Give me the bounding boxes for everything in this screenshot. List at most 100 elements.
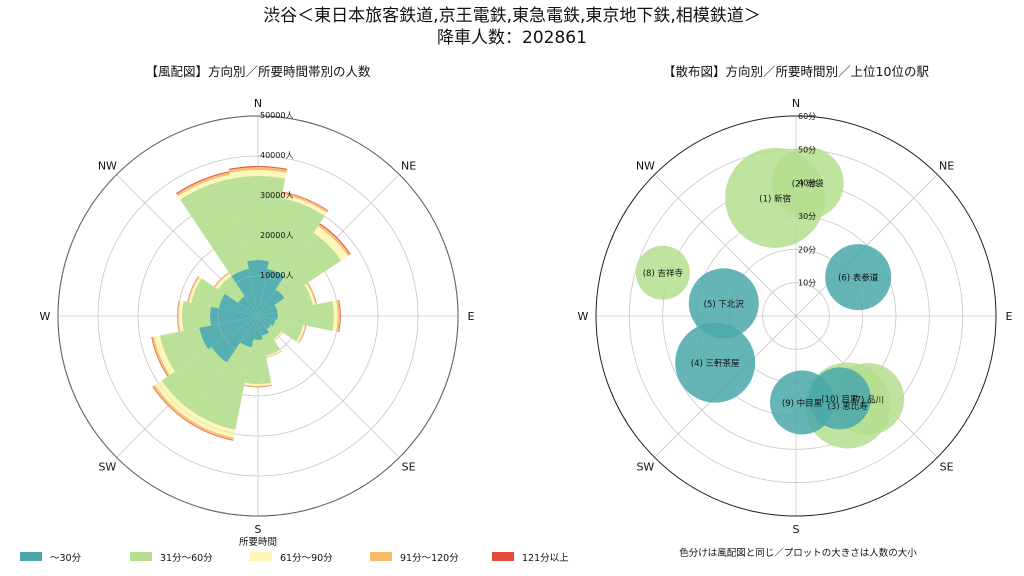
windrose-bar-segment xyxy=(272,319,304,342)
legend-label: 91分～120分 xyxy=(400,553,459,564)
direction-label: SE xyxy=(402,461,416,474)
windrose-bar-segment xyxy=(228,167,288,173)
scatter-bubble xyxy=(825,244,892,311)
windrose-bar-segment xyxy=(188,276,202,303)
legend-label: 31分～60分 xyxy=(160,553,213,564)
angular-gridline xyxy=(257,315,400,458)
windrose-bar-segment xyxy=(275,232,342,299)
windrose-bar-segment xyxy=(215,273,232,290)
windrose-bar-segment xyxy=(281,194,327,217)
radial-tick-label: 30分 xyxy=(798,212,816,221)
windrose-bar-segment xyxy=(247,259,269,316)
windrose-bar-segment xyxy=(154,380,194,420)
radial-tick-label: 50分 xyxy=(798,145,816,154)
windrose-bar-segment xyxy=(152,384,190,422)
angular-gridline xyxy=(654,174,797,317)
windrose-bar-segment xyxy=(273,331,283,341)
scatter-bubble xyxy=(808,367,871,430)
scatter-bubble xyxy=(675,322,756,403)
legend: 所要時間 ～30分 31分～60分 61分～90分 91分～120分 121分以上 xyxy=(20,537,569,564)
windrose-bar-segment xyxy=(187,419,234,440)
windrose-bar-segment xyxy=(298,325,307,344)
windrose-bar-segment xyxy=(306,282,317,305)
windrose-bar-segment xyxy=(154,335,175,375)
windrose-title: 【風配図】方向別／所要時間帯別の人数 xyxy=(145,64,371,79)
windrose-bar-segment xyxy=(244,384,272,387)
legend-swatch xyxy=(250,552,272,561)
windrose-chart: N NE E SE S SW W NW 10000人 20000人 30000人 40000人 5000… xyxy=(40,97,475,536)
scatter-bubble xyxy=(635,245,690,300)
radial-gridline-overlay xyxy=(137,195,379,437)
windrose-bar-segment xyxy=(261,332,281,356)
windrose-bar-segment xyxy=(240,316,258,348)
windrose-bar-segment xyxy=(214,272,230,288)
windrose-bar-segment xyxy=(187,276,200,303)
windrose-bar-segment xyxy=(175,171,230,195)
windrose-bar-segment xyxy=(258,316,272,330)
windrose-bar-segment xyxy=(258,316,276,327)
direction-label: N xyxy=(254,97,262,110)
windrose-bar-segment xyxy=(244,382,272,386)
radial-tick-label: 10分 xyxy=(798,279,816,288)
station-label: (10) 目黒 xyxy=(821,395,859,405)
windrose-bar-segment xyxy=(191,278,225,309)
windrose-bar-segment xyxy=(230,176,286,262)
station-label: (8) 吉祥寺 xyxy=(643,268,684,279)
windrose-bar-segment xyxy=(267,198,325,277)
windrose-bar-segment xyxy=(177,174,231,200)
windrose-bar-segment xyxy=(210,306,258,326)
direction-label: NW xyxy=(636,159,655,172)
windrose-bar-segment xyxy=(181,301,211,331)
radial-tick-label: 40分 xyxy=(798,179,816,188)
station-label: (2) 池袋 xyxy=(792,179,824,190)
windrose-bar-segment xyxy=(176,172,230,197)
radial-tick-label: 20分 xyxy=(798,245,816,254)
direction-label: SW xyxy=(636,461,654,474)
direction-label: SE xyxy=(940,461,954,474)
legend-swatch xyxy=(130,552,152,561)
windrose-bar-segment xyxy=(159,327,209,372)
windrose-bar-segment xyxy=(152,336,170,377)
radial-gridline-overlay xyxy=(57,115,459,517)
windrose-bar-segment xyxy=(297,325,306,344)
radial-tick-label: 40000人 xyxy=(260,151,293,160)
windrose-bar-segment xyxy=(258,289,285,316)
windrose-bar-segment xyxy=(218,276,245,303)
radial-gridline-overlay xyxy=(97,155,419,477)
windrose-bar-segment xyxy=(304,283,316,306)
direction-label: NE xyxy=(401,159,416,172)
windrose-bar-segment xyxy=(218,293,258,316)
radial-tick-label: 60分 xyxy=(798,112,816,121)
direction-label: E xyxy=(468,310,475,323)
direction-label: NW xyxy=(98,159,117,172)
windrose-bar-segment xyxy=(231,268,258,316)
windrose-bar-segment xyxy=(332,300,338,332)
station-label: (5) 下北沢 xyxy=(704,299,745,310)
station-label: (7) 品川 xyxy=(852,396,884,406)
radial-gridline-overlay xyxy=(177,235,339,397)
windrose-bar-segment xyxy=(258,304,278,316)
legend-swatch xyxy=(370,552,392,561)
scatter-note: 色分けは風配図と同じ／プロットの大きさは人数の大小 xyxy=(679,547,917,559)
legend-swatch xyxy=(20,552,42,561)
windrose-bar-segment xyxy=(258,312,278,320)
windrose-bar-segment xyxy=(274,332,283,341)
radial-gridline-overlay xyxy=(217,275,299,357)
direction-label: E xyxy=(1006,310,1013,323)
windrose-bar-segment xyxy=(319,223,351,255)
radial-tick-label: 30000人 xyxy=(260,191,293,200)
windrose-bar-segment xyxy=(338,299,341,333)
windrose-bar-segment xyxy=(258,268,285,316)
windrose-bar-segment xyxy=(313,226,348,261)
windrose-bar-segment xyxy=(277,301,334,331)
station-label: (1) 新宿 xyxy=(759,193,791,204)
windrose-bar-segment xyxy=(180,178,249,277)
direction-label: W xyxy=(40,310,51,323)
windrose-bar-segment xyxy=(244,385,272,388)
station-label: (3) 恵比寿 xyxy=(828,401,869,412)
windrose-bar-segment xyxy=(266,350,282,358)
legend-label: 121分以上 xyxy=(522,553,569,564)
radial-tick-label: 50000人 xyxy=(260,111,293,120)
